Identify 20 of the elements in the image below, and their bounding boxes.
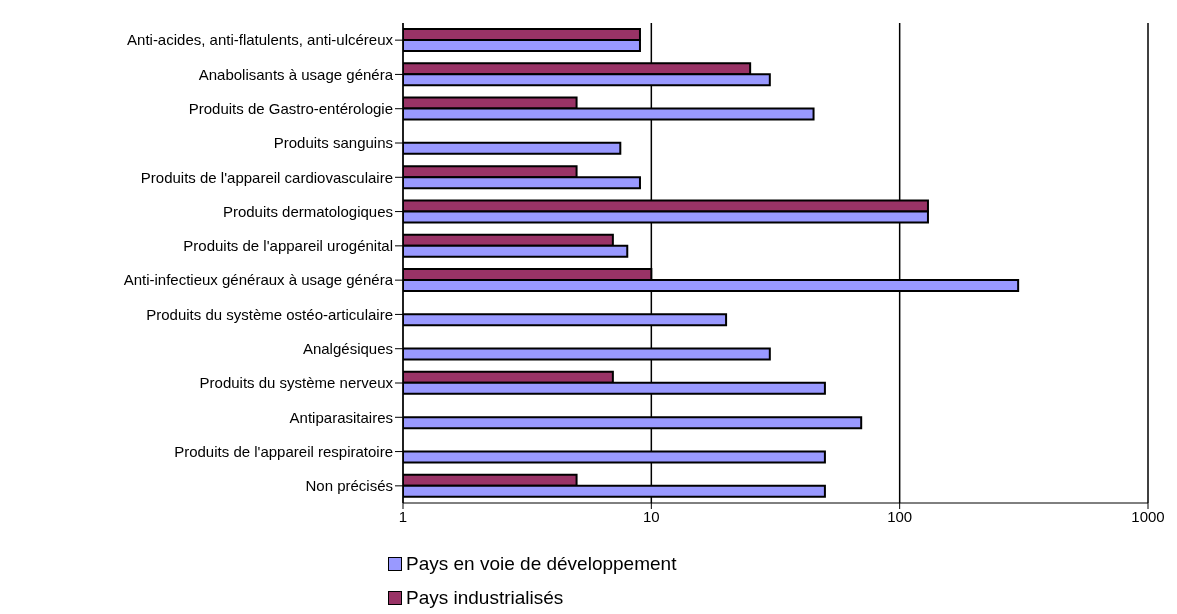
y-tick-label: Produits du système nerveux: [199, 374, 394, 392]
x-tick-label: 100: [887, 507, 913, 525]
y-tick-label: Produits dermatologiques: [222, 202, 393, 220]
y-tick-label: Produits de l'appareil respiratoire: [174, 442, 393, 460]
legend-label: Pays en voie de développement: [406, 553, 677, 575]
y-tick-label: Anti-infectieux généraux à usage généra: [123, 271, 394, 289]
x-tick-label: 1: [398, 507, 408, 525]
x-tick-label: 10: [642, 507, 660, 525]
y-tick-label: Produits de Gastro-entérologie: [188, 100, 393, 118]
y-tick-label: Produits de l'appareil cardiovasculaire: [140, 168, 393, 186]
y-tick-label: Produits de l'appareil urogénital: [183, 237, 393, 255]
y-tick-label: Anabolisants à usage généra: [198, 65, 394, 83]
y-tick-label: Anti-acides, anti-flatulents, anti-ulcéreux: [127, 31, 394, 49]
y-tick-label: Produits sanguins: [273, 134, 393, 152]
y-tick-label: Analgésiques: [302, 340, 393, 358]
legend-label: Pays industrialisés: [406, 587, 564, 609]
y-tick-label: Antiparasitaires: [289, 408, 393, 426]
x-tick-label: 1000: [1131, 507, 1165, 525]
y-tick-label: Produits du système ostéo-articulaire: [146, 305, 393, 323]
y-tick-label: Non précisés: [305, 477, 393, 495]
